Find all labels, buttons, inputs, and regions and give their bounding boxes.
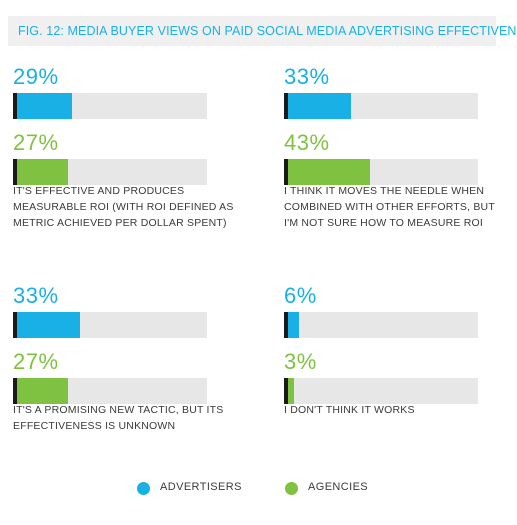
caption-line: IT'S A PROMISING NEW TACTIC, BUT ITS [13,404,224,416]
category-caption: IT'S EFFECTIVE AND PRODUCES MEASURABLE RO… [13,183,248,231]
advertisers-value-label: 33% [284,64,330,89]
caption-line: I'M NOT SURE HOW TO MEASURE ROI [284,217,483,229]
caption-line: COMBINED WITH OTHER EFFORTS, BUT [284,201,495,213]
caption-line: EFFECTIVENESS IS UNKNOWN [13,420,176,432]
advertisers-bar-track [13,93,207,119]
advertisers-legend-icon [137,482,150,495]
bar-baseline [13,312,17,338]
agencies-value-label: 43% [284,130,330,155]
bar-baseline [284,378,288,404]
caption-line: MEASURABLE ROI (WITH ROI DEFINED AS [13,201,234,213]
title-bar: FIG. 12: MEDIA BUYER VIEWS ON PAID SOCIA… [8,16,517,46]
bar-baseline [284,312,288,338]
caption-line: IT'S EFFECTIVE AND PRODUCES [13,185,185,197]
advertisers-legend-label: ADVERTISERS [160,481,242,493]
advertisers-bar-track [284,312,478,338]
agencies-bar-track [284,159,478,185]
caption-line: I THINK IT MOVES THE NEEDLE WHEN [284,185,485,197]
bar-baseline [13,378,17,404]
caption-line: I DON'T THINK IT WORKS [284,404,415,416]
bar-baseline [13,159,17,185]
agencies-bar [17,378,69,404]
advertisers-bar [288,93,351,119]
agencies-value-label: 27% [13,130,59,155]
agencies-bar [17,159,69,185]
advertisers-bar-track [13,312,207,338]
agencies-bar-track [13,378,207,404]
agencies-bar-track [284,378,478,404]
agencies-bar [288,378,294,404]
bar-baseline [13,93,17,119]
agencies-value-label: 3% [284,349,317,374]
advertisers-bar [288,312,300,338]
agencies-legend-icon [285,482,298,495]
category-caption: I THINK IT MOVES THE NEEDLE WHEN COMBINED… [284,183,517,231]
caption-line: METRIC ACHIEVED PER DOLLAR SPENT) [13,217,227,229]
advertisers-value-label: 6% [284,283,317,308]
agencies-bar-track [13,159,207,185]
advertisers-bar [17,93,73,119]
chart-title: FIG. 12: MEDIA BUYER VIEWS ON PAID SOCIA… [18,24,517,38]
agencies-bar [288,159,370,185]
category-caption: I DON'T THINK IT WORKS [284,402,517,418]
advertisers-value-label: 33% [13,283,59,308]
category-caption: IT'S A PROMISING NEW TACTIC, BUT ITS EFFE… [13,402,248,434]
bar-baseline [284,159,288,185]
bar-baseline [284,93,288,119]
advertisers-value-label: 29% [13,64,59,89]
agencies-legend-label: AGENCIES [308,481,369,493]
agencies-value-label: 27% [13,349,59,374]
advertisers-bar-track [284,93,478,119]
advertisers-bar [17,312,80,338]
